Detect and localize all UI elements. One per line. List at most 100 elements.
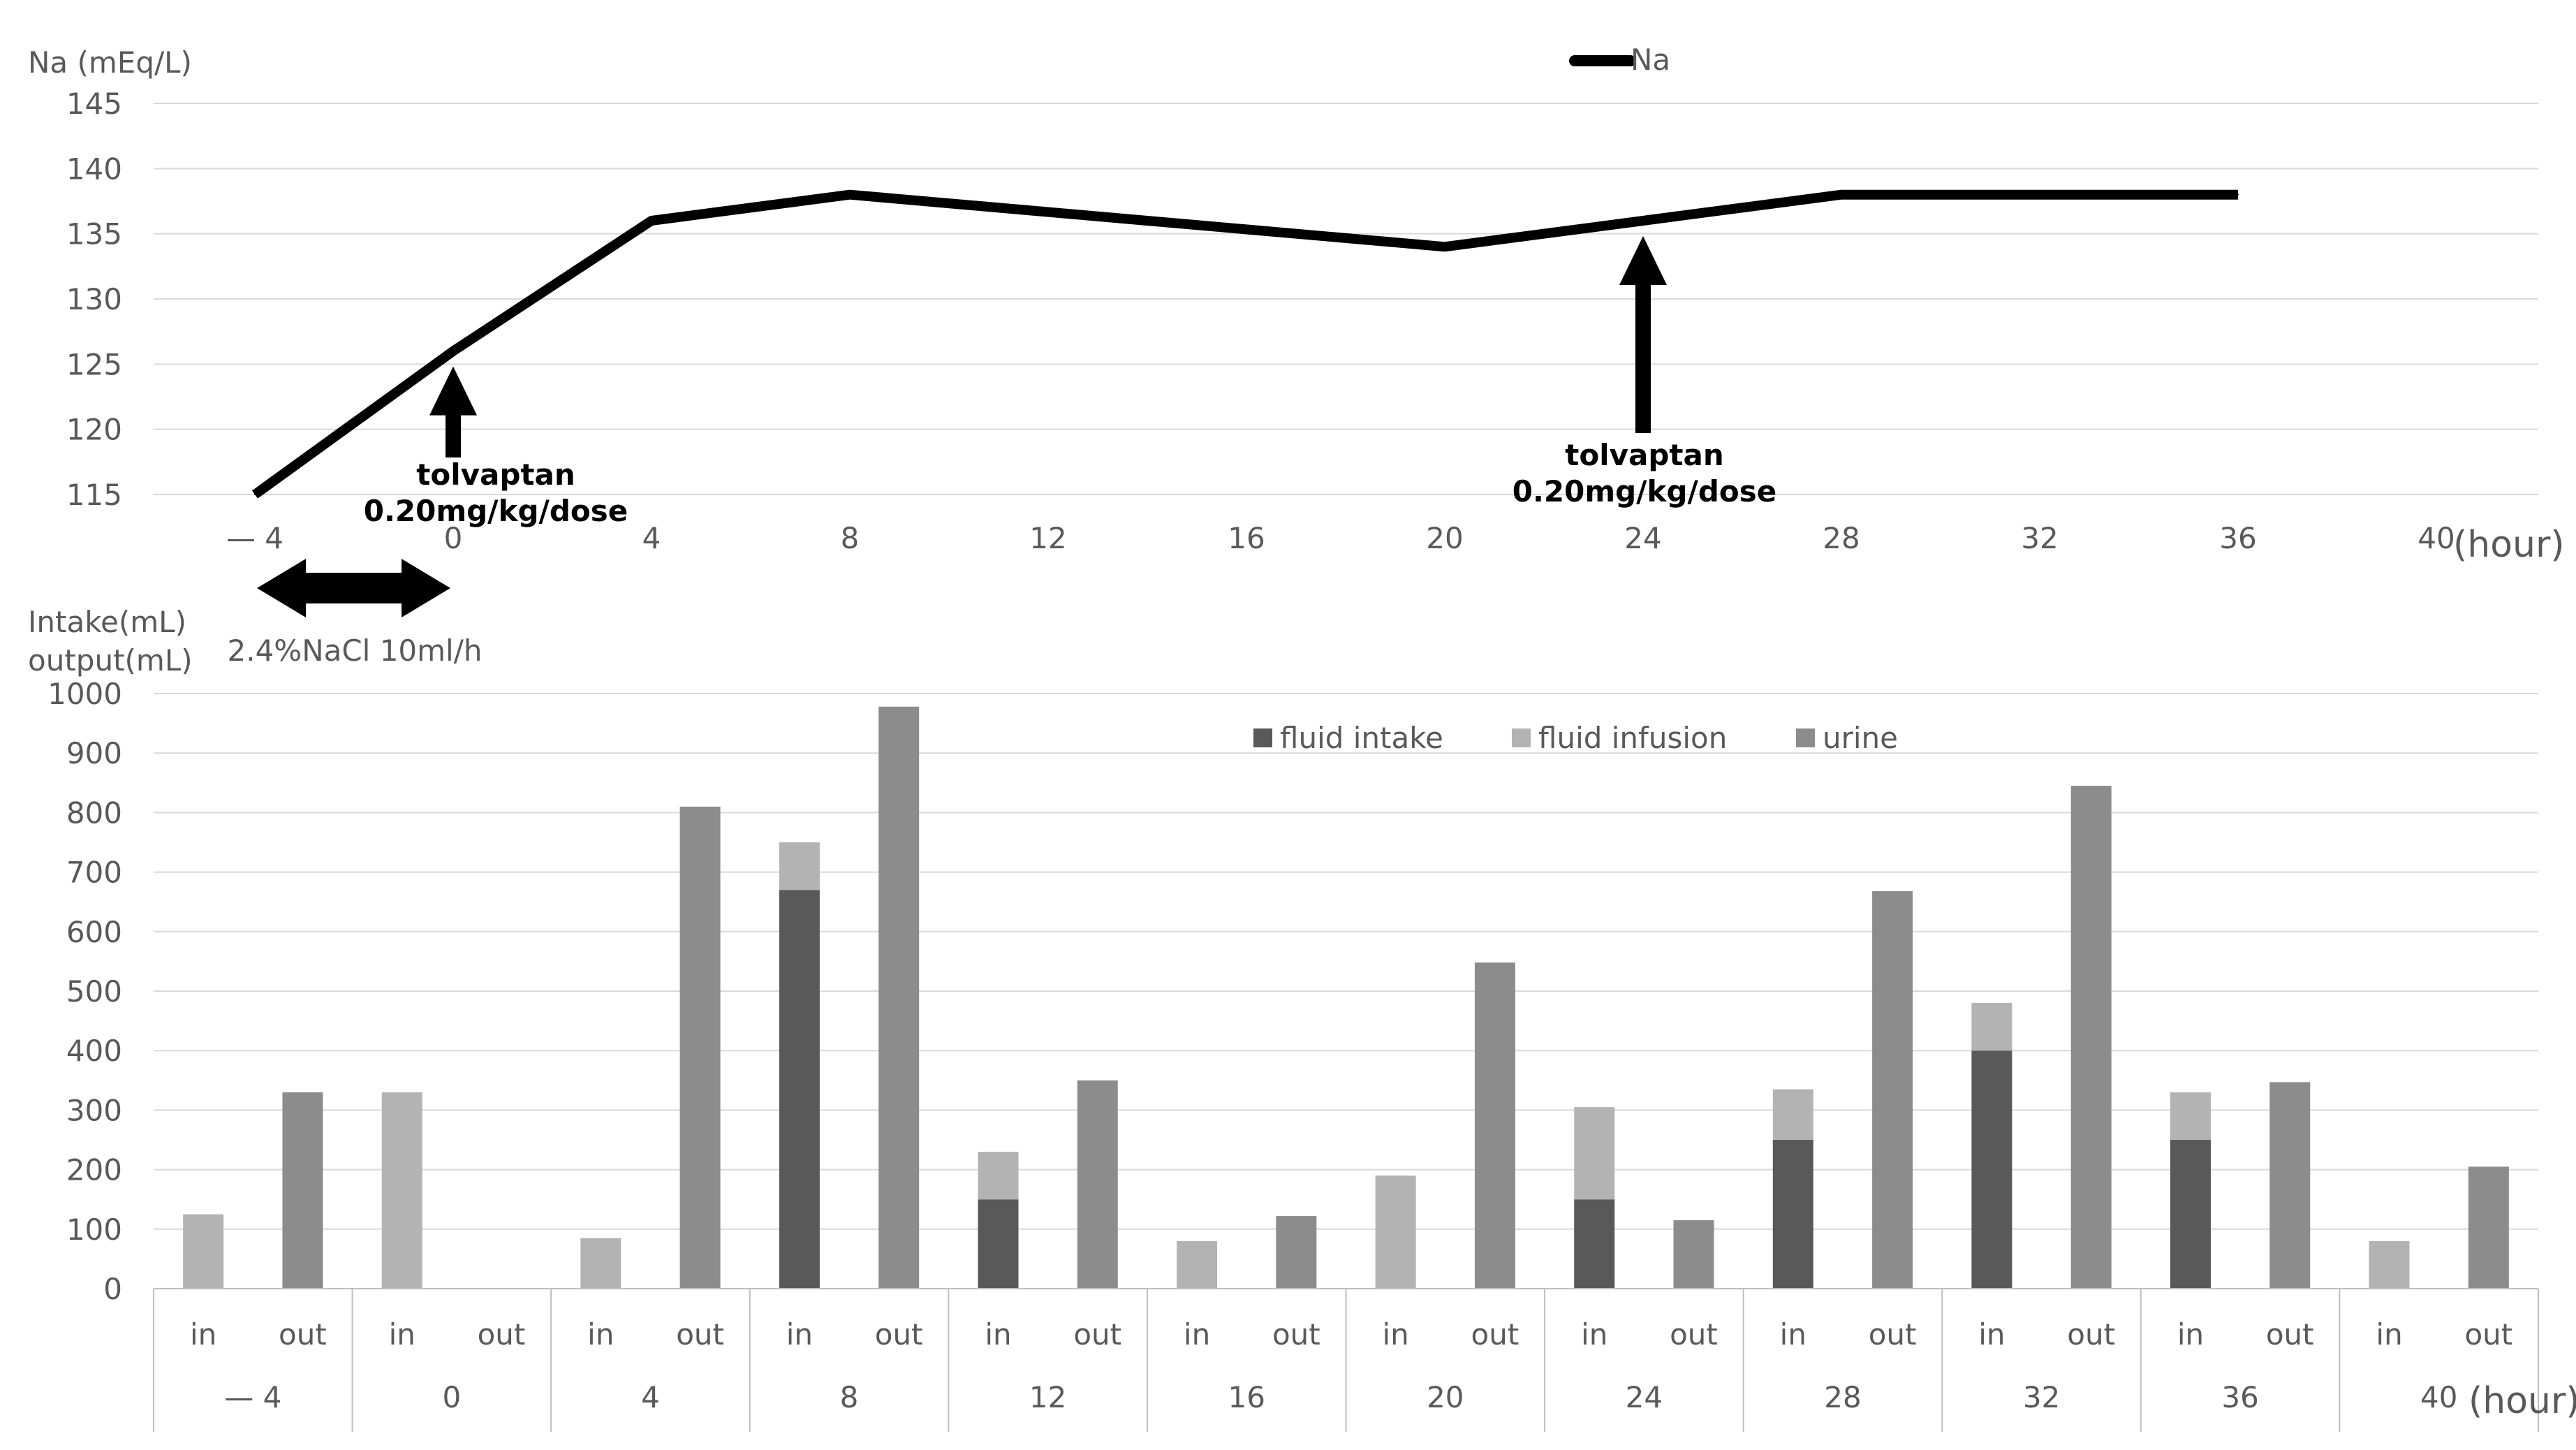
- bar-sub-category-label: out: [875, 1317, 923, 1352]
- na-xtick-label: — 4: [226, 521, 284, 555]
- na-legend-label: Na: [1631, 43, 1670, 77]
- bar-sub-category-label: in: [985, 1317, 1011, 1352]
- bar-sub-category-label: out: [2067, 1317, 2115, 1352]
- bar-group-label: 4: [641, 1380, 660, 1414]
- na-xtick-label: 4: [642, 521, 661, 555]
- tolvaptan-label: tolvaptan: [1565, 438, 1723, 472]
- na-xtick-label: 20: [1426, 521, 1463, 555]
- na-xtick-label: 0: [444, 521, 463, 555]
- bar-group-label: 16: [1228, 1380, 1265, 1414]
- bar-chart-yticks: 0 100 200 300 400 500 600 700 800 900 1000: [47, 677, 122, 1306]
- na-point: [452, 350, 454, 352]
- bar-group-label: 0: [443, 1380, 462, 1414]
- bar-ytick-label: 0: [103, 1272, 122, 1306]
- na-ytick-label: 140: [66, 152, 122, 186]
- bar-segment-fluid-intake: [2170, 1140, 2211, 1289]
- bar-group-label: 40: [2420, 1380, 2457, 1414]
- bar-sub-category-label: in: [2376, 1317, 2402, 1352]
- bar-segment-fluid-infusion: [580, 1238, 621, 1289]
- na-point: [1444, 246, 1445, 248]
- bar-segment-urine: [1673, 1220, 1714, 1289]
- bar-segment-fluid-infusion: [2170, 1092, 2211, 1140]
- bar-segment-fluid-infusion: [1574, 1107, 1615, 1200]
- bar-sub-category-label: in: [190, 1317, 216, 1352]
- bar-sub-category-label: out: [279, 1317, 327, 1352]
- bar-sub-category-label: out: [1272, 1317, 1320, 1352]
- bar-group-label: 36: [2221, 1380, 2258, 1414]
- na-xtick-label: 8: [841, 521, 860, 555]
- na-ytick-label: 145: [66, 87, 122, 121]
- bar-sub-category-label: in: [786, 1317, 813, 1352]
- na-chart-xticks: — 4 0 4 8 12 16 20 24 28 32 36 40: [226, 521, 2455, 555]
- bar-ytick-label: 200: [66, 1153, 122, 1187]
- na-xtick-label: 32: [2021, 521, 2058, 555]
- bar-ytick-label: 400: [66, 1034, 122, 1068]
- bar-segment-fluid-infusion: [978, 1152, 1019, 1200]
- bar-sub-category-label: out: [1869, 1317, 1917, 1352]
- na-ytick-label: 120: [66, 413, 122, 447]
- na-ytick-label: 115: [66, 478, 122, 512]
- bar-segment-urine: [2269, 1082, 2311, 1289]
- bar-group-label: 32: [2023, 1380, 2060, 1414]
- tolvaptan-dose-label: 0.20mg/kg/dose: [1513, 474, 1777, 508]
- na-ytick-label: 125: [66, 347, 122, 381]
- bar-legend-swatch: [1253, 728, 1272, 747]
- bar-segment-fluid-infusion: [779, 842, 820, 891]
- bar-segment-urine: [2468, 1166, 2509, 1289]
- bar-sub-category-label: out: [676, 1317, 724, 1352]
- bar-sub-category-label: in: [1581, 1317, 1607, 1352]
- na-ytick-label: 130: [66, 282, 122, 316]
- bar-segment-fluid-infusion: [381, 1092, 422, 1289]
- bar-chart-ylabel-line2: output(mL): [28, 643, 193, 678]
- bar-ytick-label: 500: [66, 974, 122, 1009]
- tolvaptan-arrow: [429, 366, 477, 457]
- tolvaptan-label: tolvaptan: [416, 457, 575, 492]
- bar-segment-urine: [282, 1092, 323, 1289]
- bar-chart-ylabel-line1: Intake(mL): [28, 605, 186, 639]
- bar-ytick-label: 600: [66, 915, 122, 949]
- bar-sub-category-label: in: [1780, 1317, 1806, 1352]
- na-series-group: [251, 189, 2239, 499]
- na-point: [1642, 220, 1644, 221]
- na-ytick-label: 135: [66, 217, 122, 251]
- na-xtick-label: 12: [1029, 521, 1066, 555]
- bar-sub-category-label: out: [1670, 1317, 1718, 1352]
- bar-segment-fluid-intake: [779, 890, 820, 1289]
- bar-segment-urine: [2070, 786, 2112, 1289]
- bar-sub-category-label: out: [2464, 1317, 2512, 1352]
- bar-legend-label: fluid intake: [1280, 721, 1443, 755]
- bar-group-label: 24: [1626, 1380, 1663, 1414]
- bar-segment-urine: [1276, 1216, 1317, 1289]
- bar-segment-fluid-intake: [978, 1199, 1019, 1289]
- infusion-double-arrow: [257, 559, 450, 617]
- bar-segment-urine: [1077, 1080, 1118, 1289]
- na-point: [1841, 193, 1842, 196]
- bar-segment-fluid-intake: [1971, 1050, 2012, 1289]
- na-chart-grid: [154, 103, 2538, 495]
- na-xtick-label: 28: [1823, 521, 1860, 555]
- na-xtick-label: 36: [2219, 521, 2256, 555]
- bar-chart-xunit: (hour): [2468, 1380, 2576, 1422]
- na-legend: Na: [1569, 43, 1670, 77]
- bar-legend: fluid intake fluid infusion urine: [1253, 721, 1898, 755]
- bar-ytick-label: 100: [66, 1213, 122, 1247]
- bar-ytick-label: 700: [66, 856, 122, 890]
- bar-legend-swatch: [1512, 728, 1531, 747]
- bar-sub-category-label: in: [1978, 1317, 2005, 1352]
- na-chart-xunit: (hour): [2453, 524, 2565, 566]
- bar-segment-urine: [1474, 962, 1515, 1289]
- na-xtick-label: 16: [1228, 521, 1265, 555]
- bar-sub-category-label: out: [1471, 1317, 1519, 1352]
- bar-group-label: 20: [1427, 1380, 1464, 1414]
- na-point: [849, 193, 851, 196]
- na-annotations: tolvaptan0.20mg/kg/dosetolvaptan0.20mg/k…: [364, 236, 1777, 528]
- bar-group-label: 12: [1029, 1380, 1066, 1414]
- na-point: [2237, 193, 2239, 196]
- bar-legend-swatch: [1796, 728, 1815, 747]
- bar-segment-fluid-infusion: [2369, 1240, 2410, 1289]
- bar-sub-category-label: in: [587, 1317, 614, 1352]
- na-chart-ylabel: Na (mEq/L): [28, 45, 192, 80]
- bar-ytick-label: 900: [66, 736, 122, 770]
- bar-group-label: 28: [1824, 1380, 1861, 1414]
